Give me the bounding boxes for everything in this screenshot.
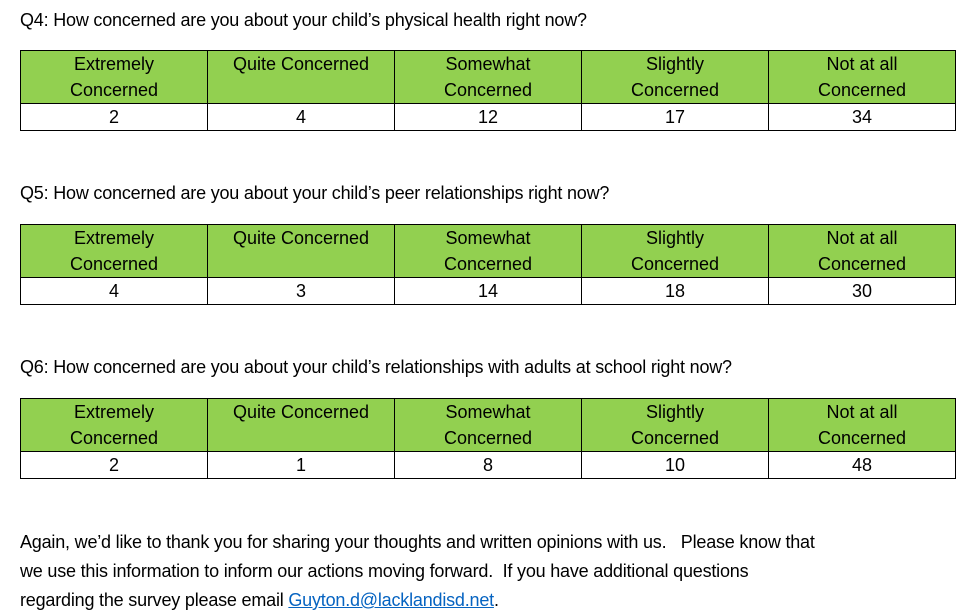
email-link[interactable]: Guyton.d@lacklandisd.net <box>288 590 494 610</box>
header-cell-notatall: Not at all Concerned <box>768 398 956 452</box>
closing-line-3-prefix: regarding the survey please email <box>20 590 289 610</box>
question-q4-title: Q4: How concerned are you about your chi… <box>20 10 587 30</box>
header-cell-quite: Quite Concerned <box>207 224 395 278</box>
q5-header-row: Extremely Concerned Quite Concerned Some… <box>20 224 956 278</box>
value-cell: 34 <box>768 103 956 131</box>
value-cell: 18 <box>581 277 769 305</box>
header-cell-somewhat: Somewhat Concerned <box>394 224 582 278</box>
closing-line-2: we use this information to inform our ac… <box>20 561 749 581</box>
header-cell-slightly: Slightly Concerned <box>581 50 769 104</box>
q6-header-row: Extremely Concerned Quite Concerned Some… <box>20 398 956 452</box>
q4-header-row: Extremely Concerned Quite Concerned Some… <box>20 50 956 104</box>
q5-value-row: 4 3 14 18 30 <box>20 277 956 305</box>
value-cell: 14 <box>394 277 582 305</box>
value-cell: 1 <box>207 451 395 479</box>
value-cell: 2 <box>20 103 208 131</box>
q6-table: Extremely Concerned Quite Concerned Some… <box>20 398 956 479</box>
value-cell: 17 <box>581 103 769 131</box>
question-q6-title: Q6: How concerned are you about your chi… <box>20 357 732 377</box>
closing-line-3: regarding the survey please email Guyton… <box>20 586 956 615</box>
header-cell-quite: Quite Concerned <box>207 50 395 104</box>
header-cell-somewhat: Somewhat Concerned <box>394 50 582 104</box>
value-cell: 3 <box>207 277 395 305</box>
closing-line-3-suffix: . <box>493 590 499 610</box>
header-cell-somewhat: Somewhat Concerned <box>394 398 582 452</box>
header-cell-extremely: Extremely Concerned <box>20 50 208 104</box>
value-cell: 12 <box>394 103 582 131</box>
value-cell: 30 <box>768 277 956 305</box>
q4-table: Extremely Concerned Quite Concerned Some… <box>20 50 956 131</box>
header-cell-notatall: Not at all Concerned <box>768 224 956 278</box>
closing-line-1: Again, we’d like to thank you for sharin… <box>20 532 815 552</box>
header-cell-slightly: Slightly Concerned <box>581 224 769 278</box>
header-cell-extremely: Extremely Concerned <box>20 398 208 452</box>
header-cell-extremely: Extremely Concerned <box>20 224 208 278</box>
header-cell-quite: Quite Concerned <box>207 398 395 452</box>
value-cell: 4 <box>207 103 395 131</box>
header-cell-notatall: Not at all Concerned <box>768 50 956 104</box>
value-cell: 48 <box>768 451 956 479</box>
value-cell: 8 <box>394 451 582 479</box>
header-cell-slightly: Slightly Concerned <box>581 398 769 452</box>
value-cell: 2 <box>20 451 208 479</box>
q4-value-row: 2 4 12 17 34 <box>20 103 956 131</box>
q5-table: Extremely Concerned Quite Concerned Some… <box>20 224 956 305</box>
value-cell: 10 <box>581 451 769 479</box>
value-cell: 4 <box>20 277 208 305</box>
question-q5-title: Q5: How concerned are you about your chi… <box>20 183 610 203</box>
q6-value-row: 2 1 8 10 48 <box>20 451 956 479</box>
closing-paragraph: Again, we’d like to thank you for sharin… <box>20 528 956 615</box>
